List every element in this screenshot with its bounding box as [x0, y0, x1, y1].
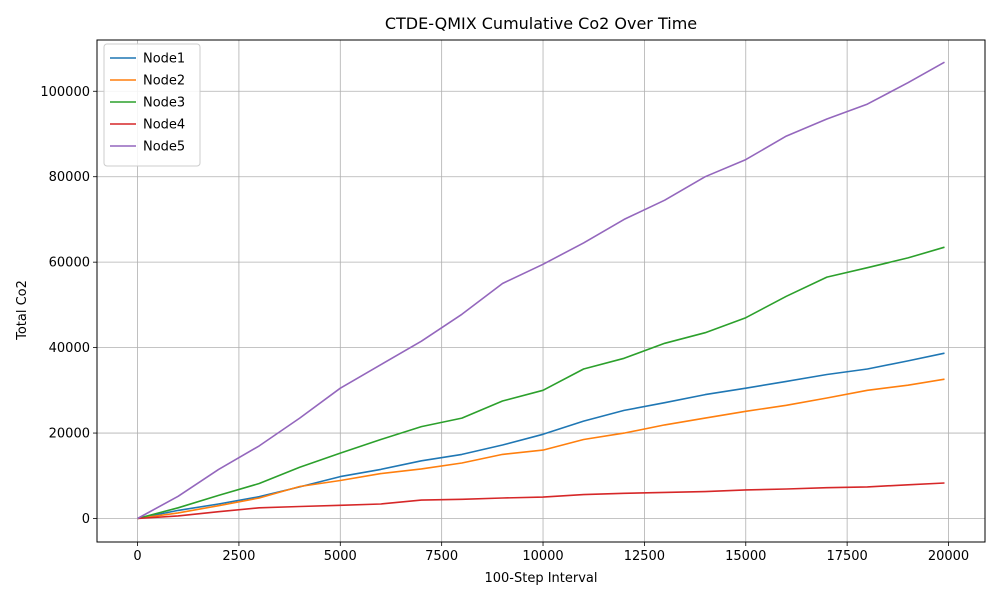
- y-tick-label: 80000: [49, 170, 90, 185]
- x-tick-label: 12500: [624, 549, 665, 564]
- x-tick-label: 2500: [222, 549, 255, 564]
- series-line-node3: [137, 246, 945, 520]
- series-line-node5: [137, 61, 945, 520]
- x-tick-label: 7500: [425, 549, 458, 564]
- x-tick-label: 20000: [928, 549, 969, 564]
- legend-label: Node4: [143, 118, 185, 133]
- y-axis-label: Total Co2: [15, 280, 30, 341]
- series-line-node4: [137, 482, 945, 520]
- legend-box: [103, 43, 201, 167]
- x-axis: 0 2500 5000 7500 10000 12500 15000 17500 20000: [133, 542, 969, 564]
- x-tick-label: 0: [133, 549, 141, 564]
- x-tick-label: 10000: [522, 549, 563, 564]
- x-axis-label: 100-Step Interval: [484, 571, 597, 586]
- y-tick-label: 100000: [40, 85, 90, 100]
- grid: [97, 40, 985, 542]
- chart-title: CTDE-QMIX Cumulative Co2 Over Time: [385, 14, 697, 33]
- series-layer: [137, 61, 945, 520]
- plot-frame: [96, 39, 986, 543]
- legend-label: Node1: [143, 52, 185, 67]
- legend-label: Node5: [143, 140, 185, 155]
- x-tick-label: 5000: [324, 549, 357, 564]
- y-axis: 0 20000 40000 60000 80000 100000: [40, 85, 97, 527]
- y-tick-label: 40000: [49, 341, 90, 356]
- x-tick-label: 17500: [826, 549, 867, 564]
- legend-label: Node3: [143, 96, 185, 111]
- y-tick-label: 20000: [49, 427, 90, 442]
- legend: Node1 Node2 Node3 Node4 Node5: [103, 43, 201, 167]
- y-tick-label: 60000: [49, 256, 90, 271]
- series-line-node2: [137, 378, 945, 520]
- x-tick-label: 15000: [725, 549, 766, 564]
- y-tick-label: 0: [82, 512, 90, 527]
- legend-label: Node2: [143, 74, 185, 89]
